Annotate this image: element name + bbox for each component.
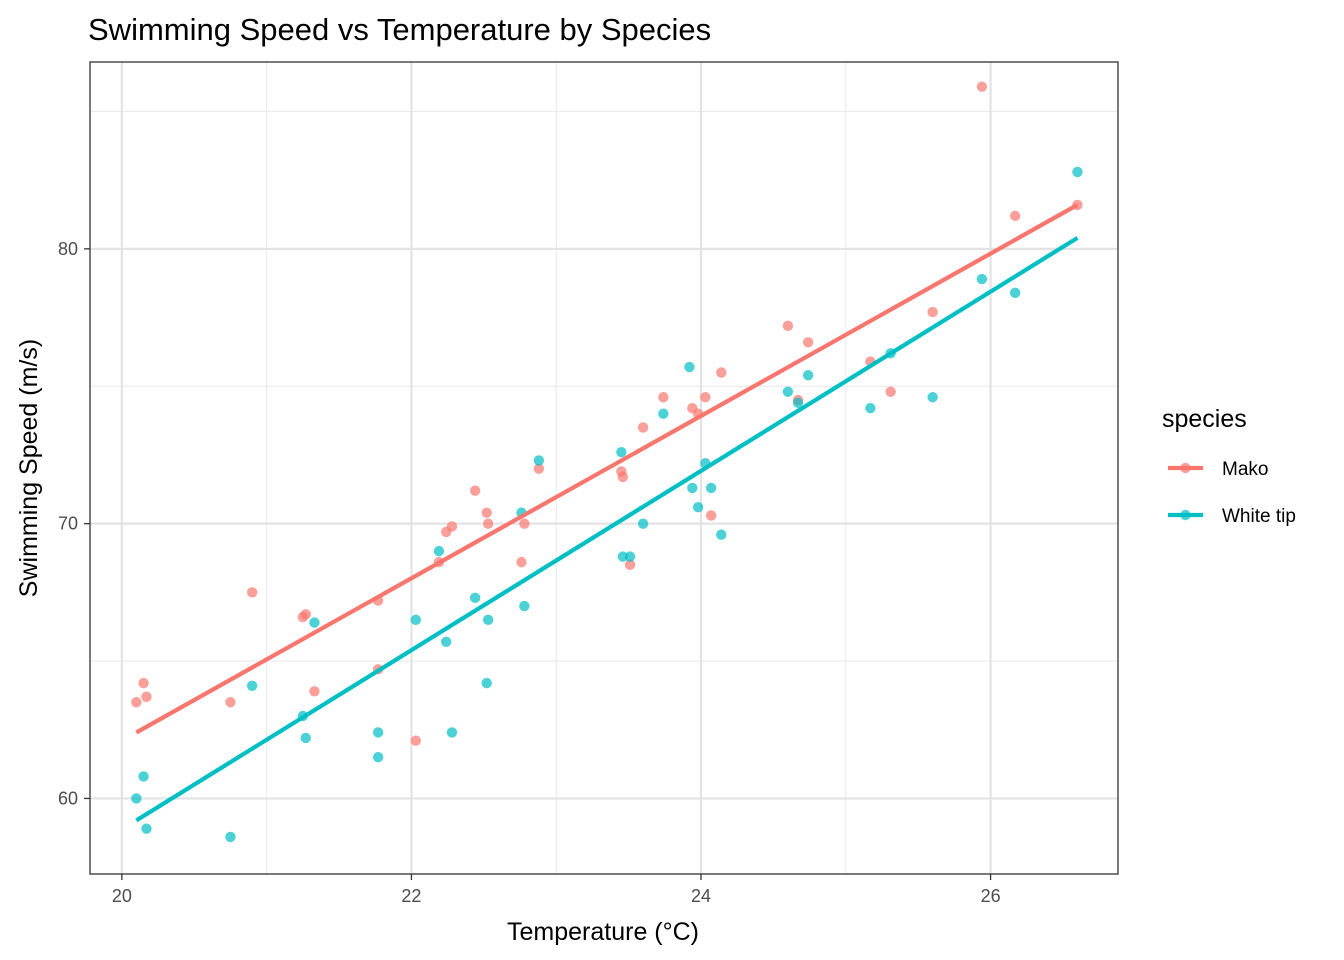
data-point-white-tip [684,361,695,373]
x-axis-ticks: 20 22 24 26 [112,874,1001,906]
data-point-mako [624,559,636,571]
data-point-mako [309,686,320,697]
x-tick-label: 24 [691,886,711,906]
data-point-white-tip [687,482,698,494]
legend: species Mako White tip [1162,405,1296,527]
data-point-white-tip [716,529,727,540]
data-point-mako [700,392,711,403]
plot-border [89,61,1119,875]
data-point-white-tip [927,392,938,403]
data-point-mako [138,677,149,689]
major-grid [90,62,1118,874]
data-point-white-tip [976,273,988,285]
data-point-mako [516,556,527,568]
data-point-mako [782,320,794,331]
y-axis-ticks: 60 70 80 [58,239,90,808]
data-point-white-tip [533,455,545,466]
data-point-white-tip [309,617,320,628]
data-point-mako [533,463,545,474]
fit-line-mako [135,203,1079,735]
data-point-white-tip [802,370,814,381]
data-point-white-tip [372,727,384,738]
data-point-white-tip [446,727,458,738]
data-point-mako [131,697,142,708]
data-point-white-tip [469,592,481,604]
y-tick-label: 80 [58,239,78,259]
data-point-white-tip [519,600,530,612]
data-point-white-tip [372,752,384,763]
y-tick-label: 60 [58,788,78,808]
data-point-mako [927,306,938,318]
data-point-mako [617,471,629,483]
data-point-white-tip [482,614,494,626]
y-axis-title: Swimming Speed (m/s) [15,339,43,597]
data-point-white-tip [300,732,311,744]
data-point-white-tip [481,677,492,689]
data-point-mako [141,691,152,702]
data-point-white-tip [692,501,704,513]
data-point-white-tip [792,397,804,408]
data-point-mako [716,367,727,378]
legend-title: species [1162,405,1247,433]
data-point-white-tip [658,408,669,419]
data-point-mako [446,521,458,532]
fit-line-white-tip [135,236,1079,823]
data-point-mako [300,609,311,620]
data-point-mako [885,386,896,397]
x-axis-title: Temperature (°C) [507,918,699,946]
legend-label-mako: Mako [1222,459,1268,480]
data-point-white-tip [433,545,445,557]
data-point-white-tip [141,823,152,834]
data-point-mako [802,337,814,348]
data-point-mako [658,392,669,403]
data-point-mako [705,510,717,521]
data-point-white-tip [1010,287,1021,299]
x-tick-label: 26 [981,886,1001,906]
data-point-white-tip [138,771,149,782]
data-point-mako [246,587,258,598]
data-points [131,81,1083,843]
data-point-white-tip [637,518,649,529]
data-point-white-tip [440,636,452,648]
chart-title: Swimming Speed vs Temperature by Species [88,12,711,47]
data-point-white-tip [410,614,421,626]
data-point-mako [482,518,494,529]
data-point-white-tip [225,831,236,843]
legend-key-point-mako [1180,462,1191,474]
data-point-white-tip [865,403,876,414]
fit-lines [135,203,1079,823]
data-point-mako [481,507,492,518]
legend-key-point-white-tip [1180,509,1191,521]
data-point-mako [1010,210,1021,222]
legend-label-white-tip: White tip [1222,506,1296,527]
data-point-white-tip [617,551,629,562]
data-point-mako [469,485,481,496]
data-point-white-tip [246,680,258,691]
data-point-mako [976,81,988,92]
data-point-white-tip [616,446,627,458]
data-point-white-tip [705,482,717,494]
x-tick-label: 20 [112,886,132,906]
x-tick-label: 22 [401,886,421,906]
data-point-white-tip [624,551,636,562]
data-point-mako [225,697,236,708]
data-point-white-tip [131,793,142,804]
data-point-white-tip [782,386,794,397]
data-point-white-tip [1072,166,1083,178]
data-point-mako [637,422,649,433]
data-point-mako [519,518,530,529]
data-point-mako [410,735,421,746]
y-tick-label: 70 [58,514,78,534]
